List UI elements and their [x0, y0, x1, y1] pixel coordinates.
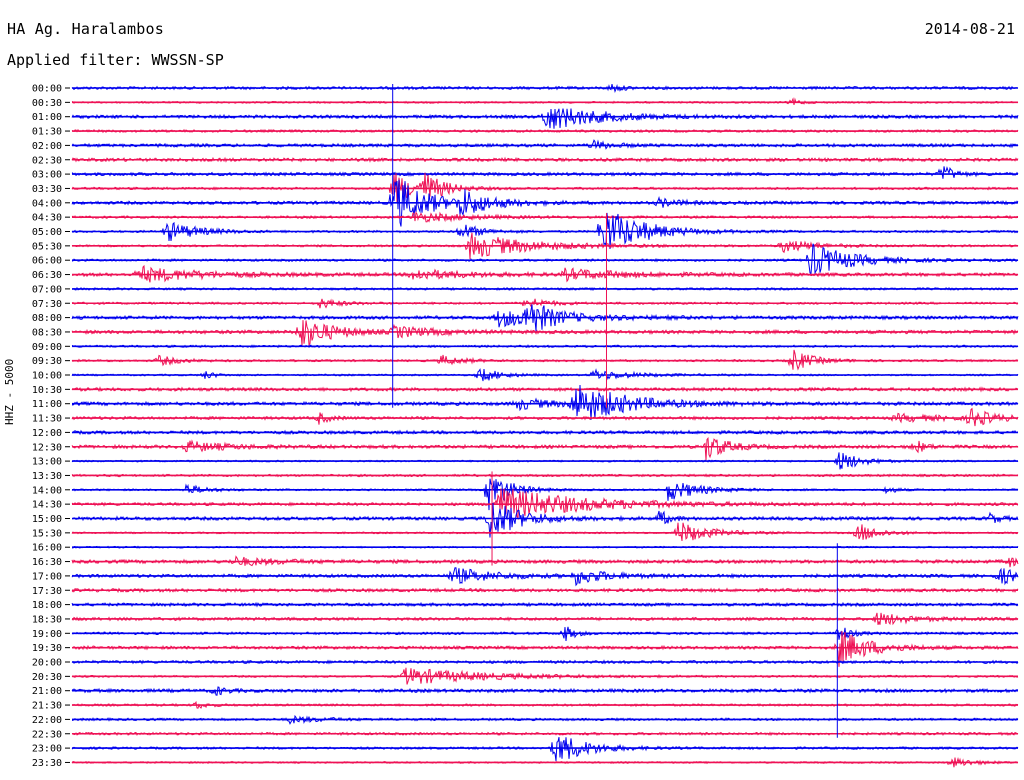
seismic-trace-1400 — [71, 478, 1019, 511]
time-tick-label: 18:30 — [32, 614, 62, 625]
time-tick-label: 20:30 — [32, 672, 62, 683]
time-tick-label: 11:30 — [32, 414, 62, 425]
time-tick-label: 13:30 — [32, 471, 62, 482]
time-tick-label: 10:00 — [32, 371, 62, 382]
filter-value: WWSSN-SP — [151, 51, 224, 69]
station-title: HA Ag. Haralambos — [7, 20, 164, 38]
seismic-trace-0930 — [71, 349, 1019, 371]
time-tick-label: 15:00 — [32, 514, 62, 525]
time-tick-label: 03:00 — [32, 170, 62, 181]
seismic-trace-2300 — [71, 737, 1019, 762]
time-tick-label: 22:30 — [32, 729, 62, 740]
time-tick-label: 06:30 — [32, 270, 62, 281]
seismic-trace-0200 — [71, 139, 1019, 150]
time-tick-label: 21:00 — [32, 686, 62, 697]
time-tick-label: 01:00 — [32, 112, 62, 123]
time-tick-label: 16:00 — [32, 543, 62, 554]
time-tick-label: 05:30 — [32, 241, 62, 252]
time-tick-label: 08:30 — [32, 327, 62, 338]
filter-label: Applied filter: WWSSN-SP — [7, 51, 224, 69]
time-tick-label: 08:00 — [32, 313, 62, 324]
time-tick-label: 10:30 — [32, 385, 62, 396]
seismic-trace-1230 — [71, 436, 1019, 461]
time-tick-label: 21:30 — [32, 701, 62, 712]
time-tick-label: 06:00 — [32, 256, 62, 267]
time-tick-label: 20:00 — [32, 658, 62, 669]
time-tick-label: 05:00 — [32, 227, 62, 238]
time-tick-label: 09:30 — [32, 356, 62, 367]
time-tick-label: 07:30 — [32, 299, 62, 310]
time-tick-label: 07:00 — [32, 284, 62, 295]
time-tick-label: 19:00 — [32, 629, 62, 640]
filter-label-prefix: Applied filter: — [7, 51, 143, 69]
time-tick-label: 03:30 — [32, 184, 62, 195]
seismic-trace-0300 — [71, 166, 1019, 179]
time-tick-label: 17:30 — [32, 586, 62, 597]
time-tick-label: 11:00 — [32, 399, 62, 410]
time-tick-label: 18:00 — [32, 600, 62, 611]
time-tick-label: 19:30 — [32, 643, 62, 654]
time-tick-label: 12:30 — [32, 442, 62, 453]
seismic-trace-1530 — [71, 522, 1019, 541]
time-tick-label: 23:30 — [32, 758, 62, 769]
time-tick-label: 00:30 — [32, 98, 62, 109]
seismic-trace-0100 — [71, 108, 1019, 129]
seismic-trace-0600 — [71, 243, 1019, 275]
time-tick-label: 00:00 — [32, 84, 62, 95]
time-tick-label: 23:00 — [32, 744, 62, 755]
time-tick-label: 04:30 — [32, 213, 62, 224]
time-tick-label: 14:30 — [32, 500, 62, 511]
time-tick-label: 01:30 — [32, 127, 62, 138]
seismic-trace-2100 — [71, 686, 1019, 696]
time-tick-label: 09:00 — [32, 342, 62, 353]
time-tick-label: 13:00 — [32, 457, 62, 468]
seismic-trace-1700 — [71, 567, 1019, 587]
time-tick-label: 14:00 — [32, 485, 62, 496]
time-tick-label: 04:00 — [32, 198, 62, 209]
time-tick-label: 15:30 — [32, 528, 62, 539]
date-label: 2014-08-21 — [924, 20, 1015, 38]
time-tick-label: 22:00 — [32, 715, 62, 726]
time-tick-label: 16:30 — [32, 557, 62, 568]
time-tick-label: 17:00 — [32, 571, 62, 582]
time-tick-label: 02:30 — [32, 155, 62, 166]
time-tick-label: 12:00 — [32, 428, 62, 439]
time-tick-label: 02:00 — [32, 141, 62, 152]
